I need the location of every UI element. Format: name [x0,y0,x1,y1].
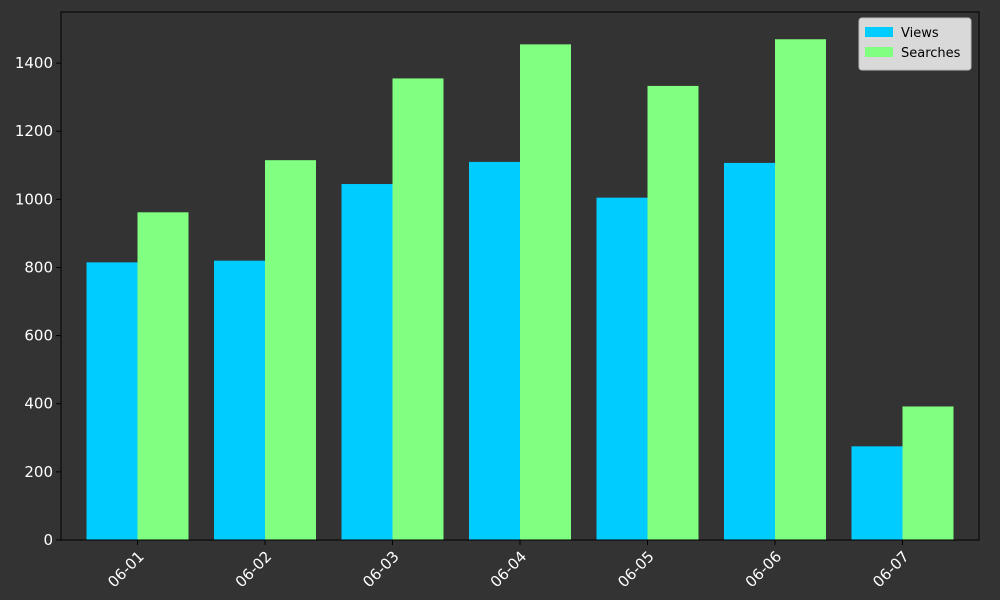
y-tick-label: 1400 [15,54,53,72]
bar-views-06-05 [596,197,648,540]
bar-searches-06-03 [392,78,444,540]
bars-group [86,39,954,541]
bar-views-06-06 [724,162,775,540]
bar-searches-06-07 [902,406,954,540]
bar-views-06-04 [469,161,520,541]
legend-label-views: Views [901,26,939,41]
y-tick-label: 800 [24,258,53,276]
y-tick-label: 600 [24,327,53,345]
y-tick-label: 400 [24,395,53,413]
bar-searches-06-06 [775,39,826,540]
bar-searches-06-01 [137,212,189,540]
bar-views-06-02 [214,260,265,540]
bar-searches-06-05 [647,85,699,541]
y-tick-label: 0 [43,531,53,549]
y-tick-label: 1200 [15,122,53,140]
legend-swatch-searches [865,47,893,57]
y-axis: 0 200 400 600 800 1000 1200 1400 [15,54,61,549]
legend: Views Searches [858,17,972,71]
y-tick-label: 1000 [15,190,53,208]
y-tick-label: 200 [24,463,53,481]
bar-views-06-07 [851,446,903,540]
bar-views-06-01 [86,262,138,540]
legend-swatch-views [865,27,893,37]
bar-views-06-03 [341,184,393,540]
bar-searches-06-02 [265,160,316,540]
bar-searches-06-04 [520,44,571,540]
legend-label-searches: Searches [901,46,961,61]
